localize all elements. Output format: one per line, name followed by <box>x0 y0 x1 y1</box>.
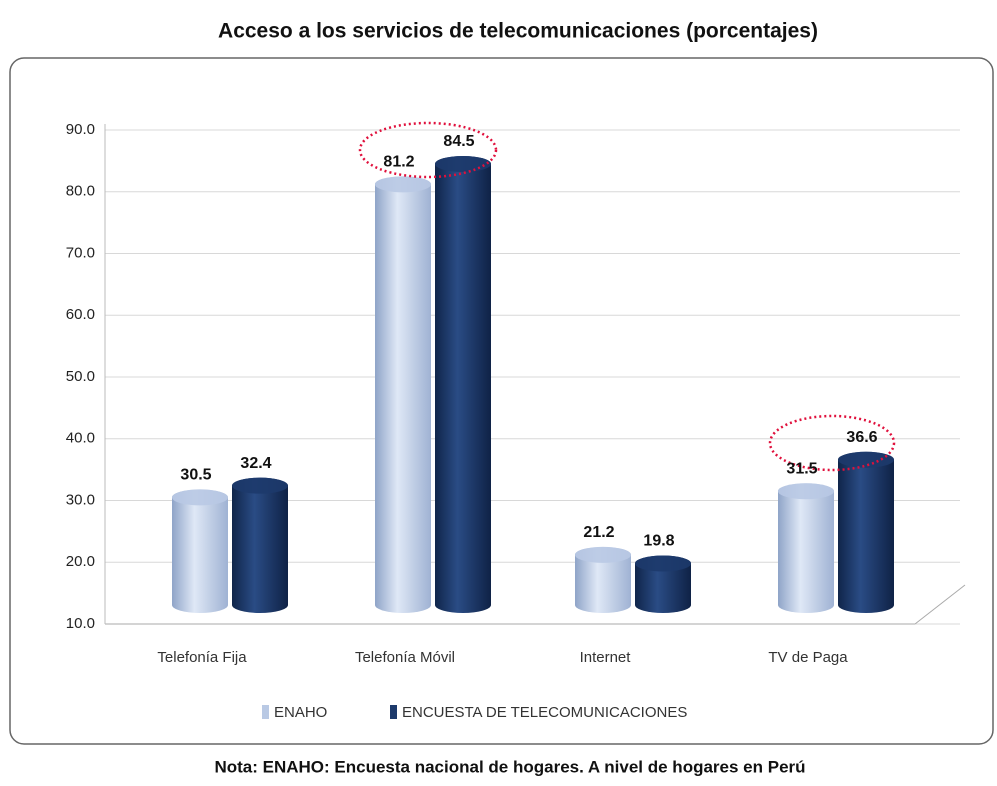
data-label: 81.2 <box>383 154 414 171</box>
bar-top <box>838 451 894 468</box>
data-label: 19.8 <box>643 533 674 550</box>
bar-top <box>635 555 691 572</box>
legend-swatch <box>262 705 269 719</box>
legend-swatch <box>390 705 397 719</box>
y-tick-label: 90.0 <box>66 121 95 138</box>
note: Nota: ENAHO: Encuesta nacional de hogare… <box>214 757 805 776</box>
x-tick-label: Internet <box>580 649 632 666</box>
x-tick-label: TV de Paga <box>768 649 848 666</box>
highlight-ellipse <box>358 121 498 179</box>
data-label: 31.5 <box>786 460 817 477</box>
bar <box>778 483 834 613</box>
chart-frame <box>9 57 994 745</box>
data-label: 32.4 <box>240 455 271 472</box>
bar-top <box>575 546 631 563</box>
data-label: 21.2 <box>583 524 614 541</box>
bar <box>575 546 631 613</box>
y-tick-label: 60.0 <box>66 306 95 323</box>
bar <box>375 176 431 613</box>
bar <box>172 489 229 613</box>
y-tick-label: 20.0 <box>66 553 95 570</box>
data-label: 30.5 <box>180 467 211 484</box>
bar-top <box>375 176 431 193</box>
floor-edge <box>914 584 966 625</box>
data-label: 84.5 <box>443 133 474 150</box>
y-tick-label: 70.0 <box>66 244 95 261</box>
y-tick-label: 50.0 <box>66 368 95 385</box>
bar <box>435 155 492 613</box>
y-tick-label: 10.0 <box>66 615 95 632</box>
legend-label: ENCUESTA DE TELECOMUNICACIONES <box>402 704 687 721</box>
bar-top <box>172 489 228 506</box>
highlight-ellipse <box>768 414 896 472</box>
x-tick-label: Telefonía Móvil <box>355 649 455 666</box>
x-tick-label: Telefonía Fija <box>157 649 247 666</box>
y-tick-label: 40.0 <box>66 430 95 447</box>
bar-top <box>435 155 491 172</box>
data-label: 36.6 <box>846 429 877 446</box>
bar-top <box>778 483 834 500</box>
bar-top <box>232 477 288 494</box>
legend-label: ENAHO <box>274 704 327 721</box>
y-tick-label: 30.0 <box>66 491 95 508</box>
y-tick-label: 80.0 <box>66 183 95 200</box>
bar <box>232 477 289 613</box>
chart-title: Acceso a los servicios de telecomunicaci… <box>218 20 818 43</box>
bar <box>838 451 894 613</box>
